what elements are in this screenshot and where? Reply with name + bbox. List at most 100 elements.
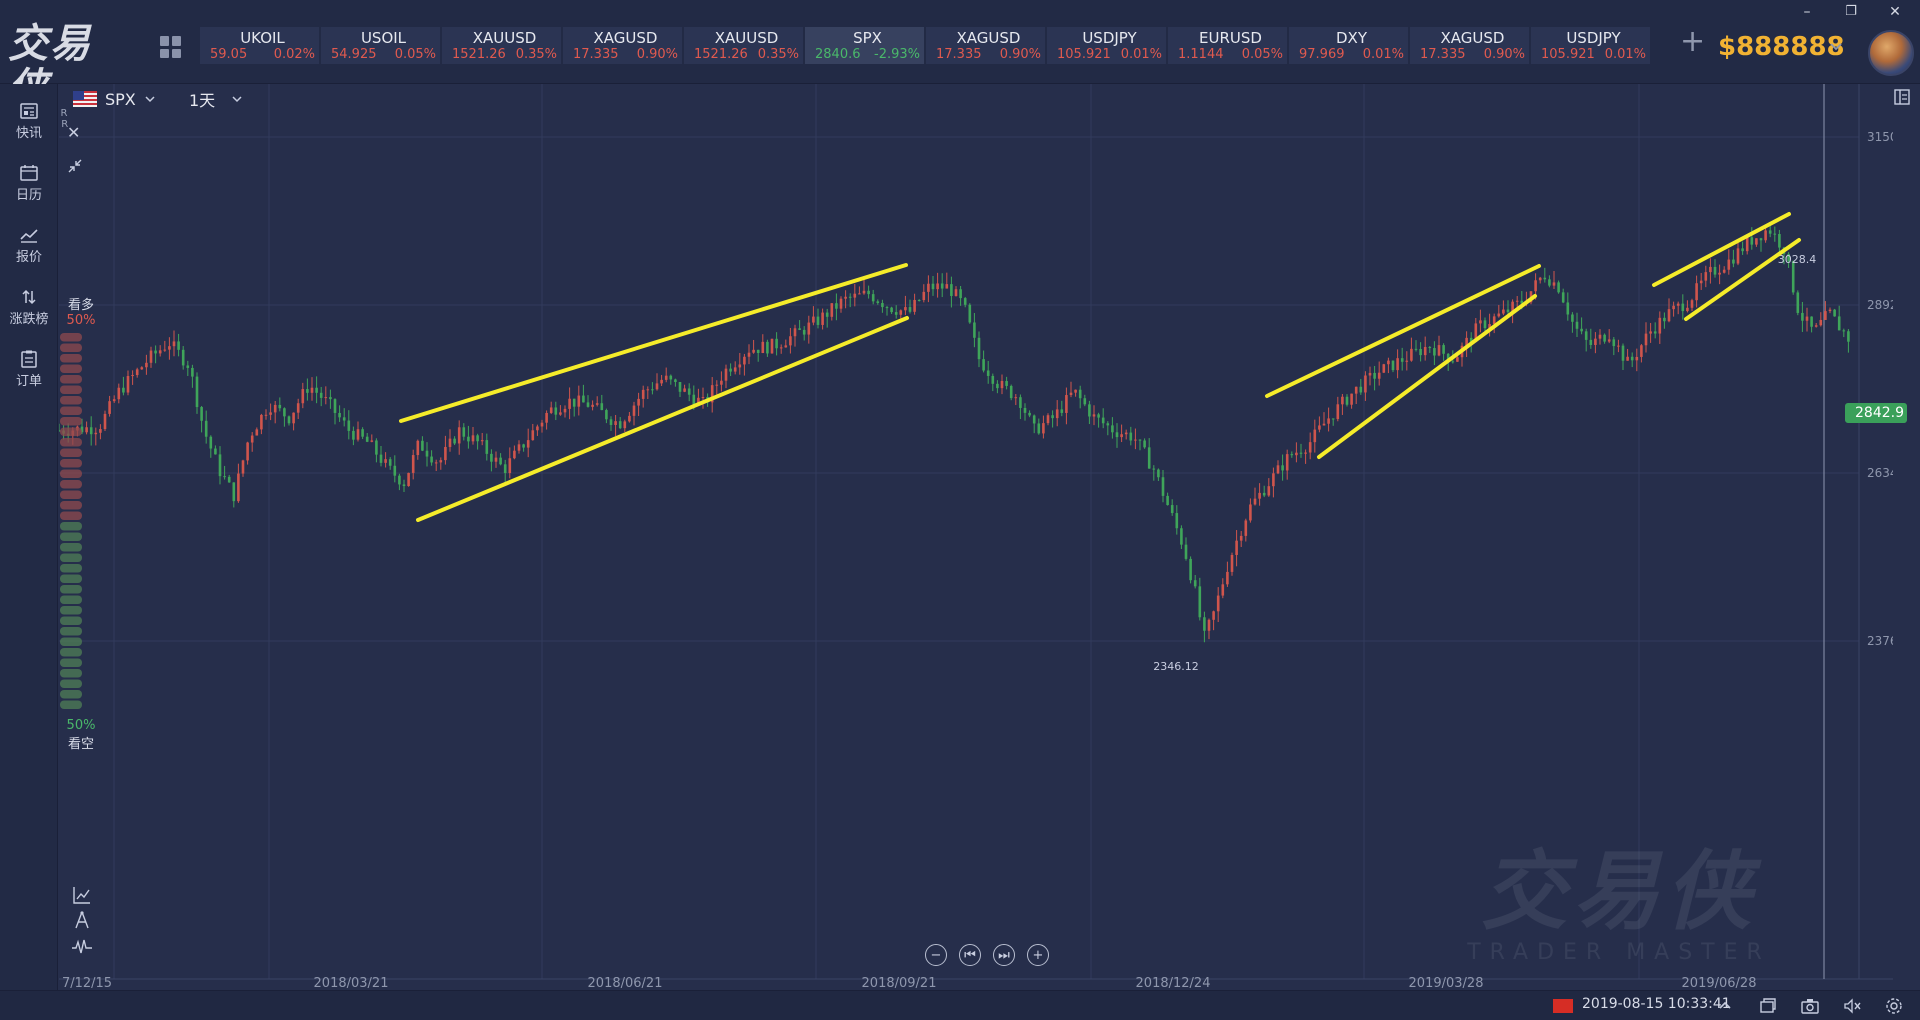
candle-body [384, 459, 387, 463]
candle-body [628, 415, 631, 422]
trend-line [1684, 238, 1801, 321]
sidebar-item-orders[interactable]: 订单 [0, 344, 58, 400]
user-avatar[interactable] [1868, 30, 1914, 76]
ticker-item-dxy[interactable]: DXY 97.969 0.01% [1289, 27, 1408, 64]
minimize-button[interactable]: – [1803, 4, 1811, 20]
candle-body [375, 440, 378, 455]
ticker-item-xagusd[interactable]: XAGUSD 17.335 0.90% [926, 27, 1045, 64]
ticker-item-usoil[interactable]: USOIL 54.925 0.05% [321, 27, 440, 64]
candle-body [499, 457, 502, 465]
candle-body [761, 341, 765, 353]
candle-body [545, 412, 548, 423]
candle-body [269, 412, 272, 415]
period-selector[interactable]: 1天 [189, 88, 243, 110]
candle-body [1456, 357, 1459, 362]
jump-end-button[interactable]: ⏭ [993, 944, 1015, 966]
ticker-item-eurusd[interactable]: EURUSD 1.1144 0.05% [1168, 27, 1287, 64]
candle-body [812, 316, 815, 323]
chevron-down-icon[interactable] [1829, 40, 1843, 54]
candle-body [1796, 292, 1800, 313]
candle-body [862, 290, 866, 294]
candle-body [1184, 544, 1188, 559]
zoom-out-button[interactable]: − [925, 944, 947, 966]
candle-body [1474, 323, 1478, 342]
add-symbol-button[interactable]: + [1680, 24, 1706, 59]
restore-button[interactable]: ❐ [1845, 4, 1857, 19]
candle-body [775, 338, 778, 349]
grid-menu-icon[interactable] [160, 36, 182, 58]
ticker-item-xagusd[interactable]: XAGUSD 17.335 0.90% [563, 27, 682, 64]
close-window-button[interactable]: ✕ [1889, 4, 1901, 20]
bear-segment [60, 574, 82, 583]
candle-body [940, 283, 944, 289]
candle-body [112, 399, 116, 402]
ticker-values: 97.969 0.01% [1299, 47, 1404, 63]
ticker-change: 0.01% [1120, 47, 1162, 62]
candle-body [899, 310, 903, 315]
candle-body [1778, 234, 1781, 248]
close-panel-icon[interactable]: ✕ [67, 123, 81, 142]
indicator-icon[interactable] [71, 884, 93, 906]
sidebar-item-news[interactable]: 快讯 [0, 96, 58, 152]
jump-start-button[interactable]: ⏮ [959, 944, 981, 966]
settings-gear-icon[interactable] [1884, 996, 1904, 1016]
layout-panel-icon[interactable] [1893, 88, 1911, 106]
candle-body [954, 289, 958, 296]
ticker-item-xauusd[interactable]: XAUUSD 1521.26 0.35% [684, 27, 803, 64]
ticker-item-ukoil[interactable]: UKOIL 59.05 0.02% [200, 27, 319, 64]
candle-body [1584, 331, 1588, 340]
symbol-selector[interactable]: SPX [73, 88, 156, 110]
candle-body [1663, 317, 1666, 322]
trend-line [1265, 264, 1541, 398]
ticker-item-usdjpy[interactable]: USDJPY 105.921 0.01% [1531, 27, 1650, 64]
collapse-icon[interactable] [67, 158, 83, 174]
ticker-item-usdjpy[interactable]: USDJPY 105.921 0.01% [1047, 27, 1166, 64]
bear-label: 看空 [67, 737, 94, 752]
candle-body [931, 283, 935, 290]
ticker-item-xauusd[interactable]: XAUUSD 1521.26 0.35% [442, 27, 561, 64]
candle-body [126, 376, 130, 393]
draw-tool-icon[interactable] [71, 910, 93, 932]
candle-body [1750, 237, 1754, 245]
zoom-in-button[interactable]: + [1027, 944, 1049, 966]
ticker-values: 1521.26 0.35% [452, 47, 557, 63]
sidebar-item-calendar[interactable]: 日历 [0, 158, 58, 214]
candle-body [996, 383, 999, 389]
candle-body [968, 304, 972, 323]
candle-body [444, 446, 447, 461]
candle-body [917, 299, 921, 301]
candle-body [572, 398, 576, 407]
candle-body [421, 440, 424, 451]
ticker-price: 1.1144 [1178, 47, 1224, 62]
candle-body [904, 307, 907, 311]
bull-segment [60, 396, 82, 405]
candle-body [1396, 358, 1399, 371]
candle-body [701, 396, 705, 398]
sidebar-item-quotes[interactable]: 报价 [0, 220, 58, 276]
candle-body [674, 379, 677, 383]
chart-line-icon [20, 229, 38, 243]
ticker-item-spx[interactable]: SPX 2840.6 -2.93% [805, 27, 924, 64]
candle-body [1621, 345, 1625, 361]
windows-icon[interactable] [1758, 996, 1778, 1016]
candle-body [1469, 337, 1473, 342]
ticker-item-xagusd[interactable]: XAGUSD 17.335 0.90% [1410, 27, 1529, 64]
sidebar-item-movers[interactable]: 涨跌榜 [0, 282, 58, 338]
bull-segment [60, 333, 82, 342]
candle-body [894, 312, 898, 315]
account-balance[interactable]: $888888 [1718, 32, 1845, 62]
camera-icon[interactable] [1800, 996, 1820, 1016]
mute-icon[interactable] [1842, 996, 1862, 1016]
candle-body [310, 387, 314, 393]
candle-body [660, 379, 663, 384]
chevron-up-icon[interactable] [1715, 996, 1735, 1016]
candle-body [1055, 409, 1059, 419]
candle-body [103, 413, 107, 430]
candle-body [614, 421, 617, 425]
waveform-icon[interactable] [71, 936, 93, 958]
candle-body [508, 458, 512, 474]
candle-body [80, 426, 84, 433]
ticker-values: 1.1144 0.05% [1178, 47, 1283, 63]
candle-body [669, 375, 673, 380]
